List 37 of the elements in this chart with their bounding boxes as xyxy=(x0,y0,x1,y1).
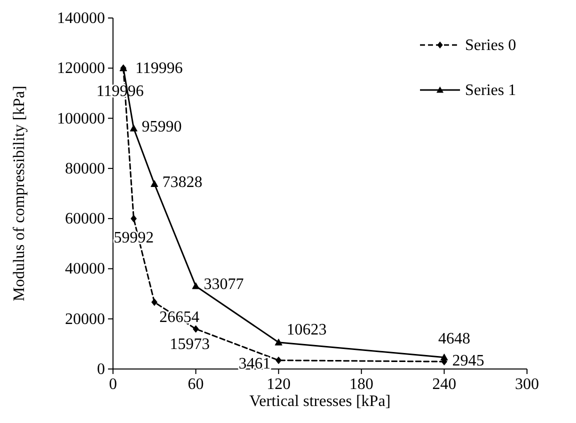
point xyxy=(192,282,200,290)
data-label: 4648 xyxy=(438,330,470,348)
y-tick-label: 100000 xyxy=(57,110,105,128)
y-tick-label: 20000 xyxy=(65,310,105,328)
data-label: 10623 xyxy=(286,321,327,338)
point xyxy=(130,214,137,222)
data-label: 95990 xyxy=(142,118,182,136)
data-label: 73828 xyxy=(162,174,202,191)
x-tick-label: 0 xyxy=(109,376,117,393)
point xyxy=(276,356,282,364)
legend-label: Series 0 xyxy=(465,37,516,54)
data-label: 119996 xyxy=(135,60,183,78)
point xyxy=(440,354,448,360)
legend-label: Series 1 xyxy=(465,82,516,99)
x-tick-label: 120 xyxy=(266,376,291,393)
data-label: 15973 xyxy=(170,336,210,353)
point xyxy=(150,180,158,187)
y-tick-label: 120000 xyxy=(57,60,105,78)
data-label: 3461 xyxy=(238,355,271,372)
x-axis-title: Vertical stresses [kPa] xyxy=(249,393,391,410)
point xyxy=(130,124,138,132)
x-tick-label: 60 xyxy=(188,376,204,393)
data-label: 59992 xyxy=(114,230,154,247)
y-axis-title: Modulus of compressibility [kPa] xyxy=(11,86,28,302)
point xyxy=(192,325,199,333)
y-tick-label: 0 xyxy=(97,361,105,378)
point xyxy=(274,338,282,346)
point xyxy=(151,298,158,306)
x-tick-label: 300 xyxy=(515,376,539,393)
x-tick-label: 180 xyxy=(349,376,374,393)
data-label: 33077 xyxy=(204,276,244,294)
x-tick-label: 240 xyxy=(432,376,456,393)
y-tick-label: 60000 xyxy=(65,210,105,228)
y-tick-label: 80000 xyxy=(65,160,105,178)
y-tick-label: 140000 xyxy=(57,10,105,27)
data-label: 2945 xyxy=(452,352,484,370)
y-tick-label: 40000 xyxy=(65,260,105,278)
